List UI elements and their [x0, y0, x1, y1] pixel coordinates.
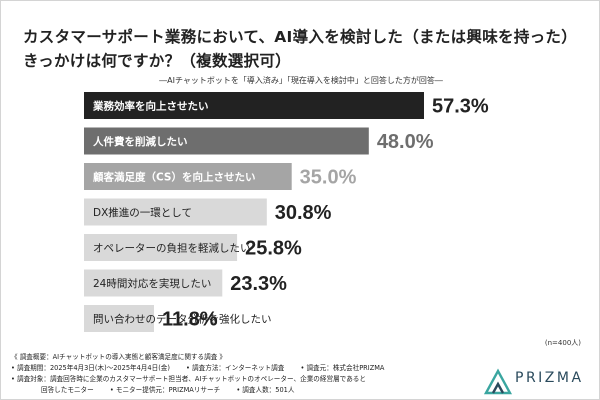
- value-label-6: 23.3%: [230, 273, 287, 295]
- bar-label-5: オペレーターの負担を軽減したい: [93, 242, 251, 255]
- bar-3: [84, 163, 292, 190]
- value-label-4: 30.8%: [275, 202, 332, 224]
- value-label-1: 57.3%: [432, 96, 489, 118]
- bar-5: [84, 234, 238, 261]
- prizma-logo-text: PRIZMA: [515, 370, 584, 386]
- value-label-2: 48.0%: [377, 131, 434, 153]
- bar-1: [84, 92, 424, 119]
- survey-target: • 調査対象：調査回答時に企業のカスタマーサポート担当者、AIチャットボットのオ…: [11, 375, 366, 383]
- chart-title-line1: カスタマーサポート業務において、AI導入を検討した（または興味を持った）: [23, 28, 578, 46]
- bar-label-4: DX推進の一環として: [93, 206, 192, 219]
- value-label-3: 35.0%: [300, 167, 357, 189]
- survey-respondents: • 調査人数：501人: [236, 386, 295, 394]
- survey-provider: • モニター提供元：PRIZMAリサーチ: [109, 386, 221, 394]
- chart-subtitle: ―AIチャットボットを「導入済み」「現在導入を検討中」と回答した方が回答―: [159, 76, 443, 85]
- bar-6: [84, 269, 223, 297]
- bar-label-6: 24時間対応を実現したい: [93, 277, 211, 290]
- bar-label-1: 業務効率を向上させたい: [92, 100, 209, 113]
- survey-footer: 《 調査概要：AIチャットボットの導入実態と顧客満足度に関する調査 》 • 調査…: [11, 352, 398, 396]
- prizma-logo-icon: [484, 368, 513, 395]
- sample-size-note: (n=400人): [544, 339, 581, 347]
- bar-4: [84, 198, 267, 226]
- bar-7: [84, 305, 154, 332]
- bar-chart: 業務効率を向上させたい 57.3% 人件費を削減したい 48.0% 顧客満足度（CS）を…: [84, 92, 489, 332]
- value-label-5: 25.8%: [245, 238, 302, 260]
- chart-title-line2: きっかけは何ですか？（複数選択可）: [23, 52, 291, 70]
- survey-period: • 調査期間：2025年4月3日(木)〜2025年4月4日(金): [11, 364, 170, 372]
- bar-label-7: 問い合わせのデータ分析を強化したい: [93, 313, 272, 326]
- survey-overview: 《 調査概要：AIチャットボットの導入実態と顧客満足度に関する調査 》: [11, 353, 226, 361]
- survey-target-cont: 回答したモニター: [41, 386, 94, 394]
- value-label-7: 11.8%: [162, 309, 218, 331]
- bar-2: [84, 127, 369, 155]
- bar-label-2: 人件費を削減したい: [93, 135, 188, 148]
- survey-organizer: • 調査元：株式会社PRIZMA: [300, 364, 385, 372]
- bar-label-3: 顧客満足度（CS）を向上させたい: [93, 171, 255, 184]
- survey-method: • 調査方法：インターネット調査: [186, 364, 285, 372]
